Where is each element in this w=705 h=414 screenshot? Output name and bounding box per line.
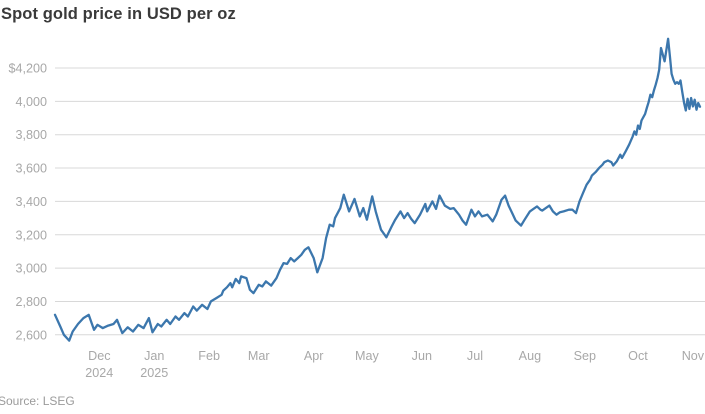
- x-tick-label: Jan: [144, 349, 164, 363]
- y-tick-label: 3,600: [15, 162, 47, 176]
- price-line: [53, 37, 702, 342]
- y-tick-label: 3,800: [15, 128, 47, 142]
- x-tick-label: Aug: [519, 349, 541, 363]
- chart-title: Spot gold price in USD per oz: [1, 5, 236, 23]
- y-tick-label: 4,000: [15, 95, 47, 109]
- x-axis-labels: Dec 2024 Jan 2025 Feb Mar Apr May Jun Jul Aug Sep Oc…: [85, 349, 705, 380]
- x-tick-year-label: 2025: [140, 366, 168, 380]
- y-tick-label: 3,200: [15, 228, 47, 242]
- x-tick-label: Jul: [467, 349, 483, 363]
- x-tick-label: Mar: [248, 349, 270, 363]
- y-tick-label: 2,800: [15, 295, 47, 309]
- x-tick-label: Jun: [412, 349, 432, 363]
- y-tick-label: 3,400: [15, 195, 47, 209]
- x-tick-label: Feb: [198, 349, 220, 363]
- price-line-path: [53, 37, 702, 342]
- gridlines: [55, 67, 705, 336]
- x-tick-year-label: 2024: [85, 366, 113, 380]
- y-tick-label: 2,600: [15, 328, 47, 342]
- x-tick-label: Apr: [304, 349, 324, 363]
- y-tick-label: 3,000: [15, 262, 47, 276]
- source-label: Source: LSEG: [0, 394, 75, 408]
- y-tick-label: $4,200: [8, 62, 47, 76]
- x-tick-label: Sep: [574, 349, 596, 363]
- x-tick-label: Oct: [628, 349, 648, 363]
- x-tick-label: Dec: [88, 349, 110, 363]
- x-tick-label: Nov: [682, 349, 705, 363]
- x-tick-label: May: [355, 349, 379, 363]
- y-axis-labels: 2,600 2,800 3,000 3,200 3,400 3,600 3,800 4,000…: [8, 62, 47, 343]
